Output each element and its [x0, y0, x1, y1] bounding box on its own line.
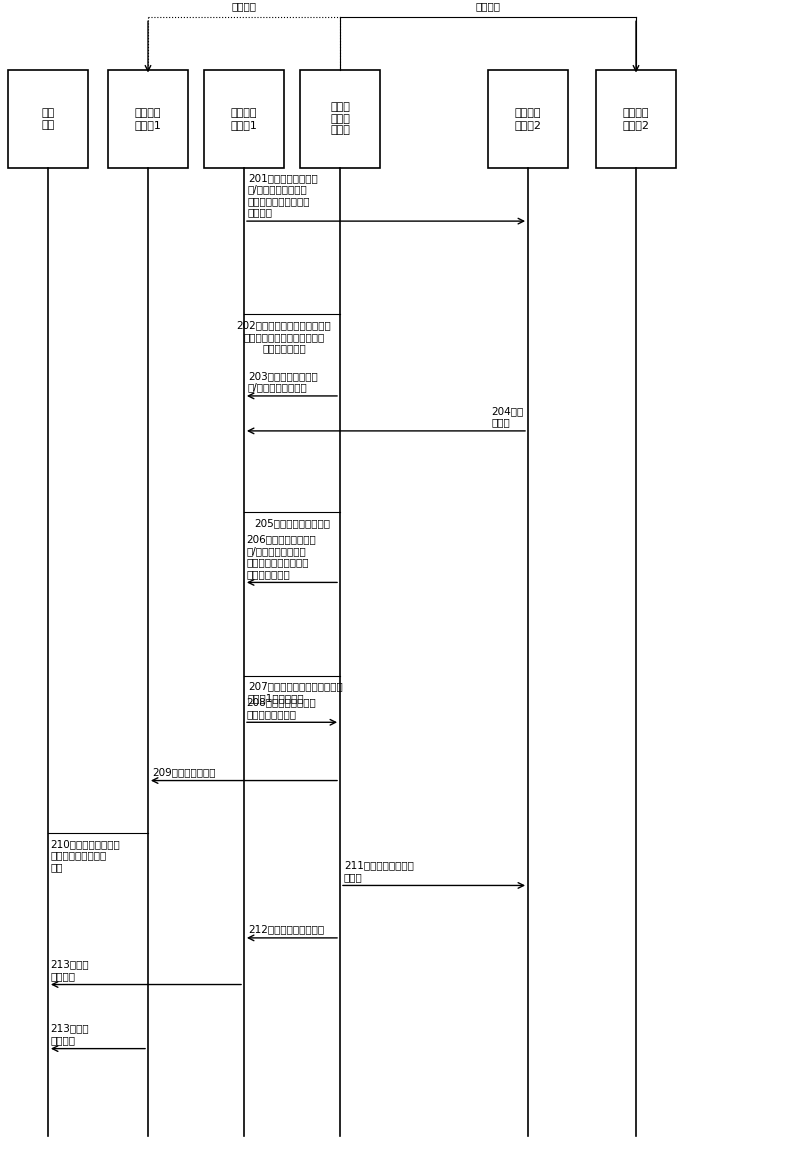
- Text: 寻呼路由: 寻呼路由: [231, 1, 257, 12]
- Text: 205、判断寻呼是否超时: 205、判断寻呼是否超时: [254, 519, 330, 528]
- Text: 206、提取用户端口响
应/提取漫游号码响应
携带记录的数据分组域
的服务设备号码: 206、提取用户端口响 应/提取漫游号码响应 携带记录的数据分组域 的服务设备号…: [246, 534, 316, 578]
- Text: 213、联合
更新请求: 213、联合 更新请求: [50, 1023, 89, 1046]
- FancyBboxPatch shape: [300, 69, 380, 169]
- Text: 207、判断是否存在到分组域服
务设备1的寻呼路径: 207、判断是否存在到分组域服 务设备1的寻呼路径: [248, 682, 342, 703]
- Text: 202、判断携带的分组域服务设
备号码与记录的分组域服务设
备号码是否一致: 202、判断携带的分组域服务设 备号码与记录的分组域服务设 备号码是否一致: [237, 320, 331, 354]
- FancyBboxPatch shape: [204, 69, 284, 169]
- Text: 电路域服
务设备1: 电路域服 务设备1: [230, 108, 258, 130]
- Text: 寻呼路由: 寻呼路由: [475, 1, 501, 12]
- Text: 分组域服
务设备2: 分组域服 务设备2: [622, 108, 650, 130]
- FancyBboxPatch shape: [108, 69, 188, 169]
- Text: 分组域服
务设备1: 分组域服 务设备1: [134, 108, 162, 130]
- Text: 208、通知用户归属位
置寄存器不作处理: 208、通知用户归属位 置寄存器不作处理: [246, 697, 316, 719]
- FancyBboxPatch shape: [488, 69, 568, 169]
- Text: 203、提取用户端口响
应/提取漫游号码响应: 203、提取用户端口响 应/提取漫游号码响应: [248, 371, 318, 392]
- Text: 201、提取用户端口请
求/提取漫游号码请求
携带登记的分组域服务
设备号码: 201、提取用户端口请 求/提取漫游号码请求 携带登记的分组域服务 设备号码: [248, 173, 318, 218]
- Text: 用户
设备: 用户 设备: [42, 108, 54, 130]
- Text: 电路域服
务设备2: 电路域服 务设备2: [514, 108, 542, 130]
- Text: 212、修复流程指示请求: 212、修复流程指示请求: [248, 924, 324, 934]
- Text: 210、获知是否需要指
示终端发起联合位置
更新: 210、获知是否需要指 示终端发起联合位置 更新: [50, 838, 120, 872]
- Text: 209、寻呼路由请求: 209、寻呼路由请求: [152, 767, 215, 778]
- Text: 用户归
属位置
寄存器: 用户归 属位置 寄存器: [330, 102, 350, 136]
- Text: 211、指示恢复移动信
息消息: 211、指示恢复移动信 息消息: [344, 861, 414, 882]
- FancyBboxPatch shape: [8, 69, 88, 169]
- Text: 204、寻
呼请求: 204、寻 呼请求: [492, 406, 524, 427]
- FancyBboxPatch shape: [596, 69, 676, 169]
- Text: 213、联合
更新请求: 213、联合 更新请求: [50, 959, 89, 981]
